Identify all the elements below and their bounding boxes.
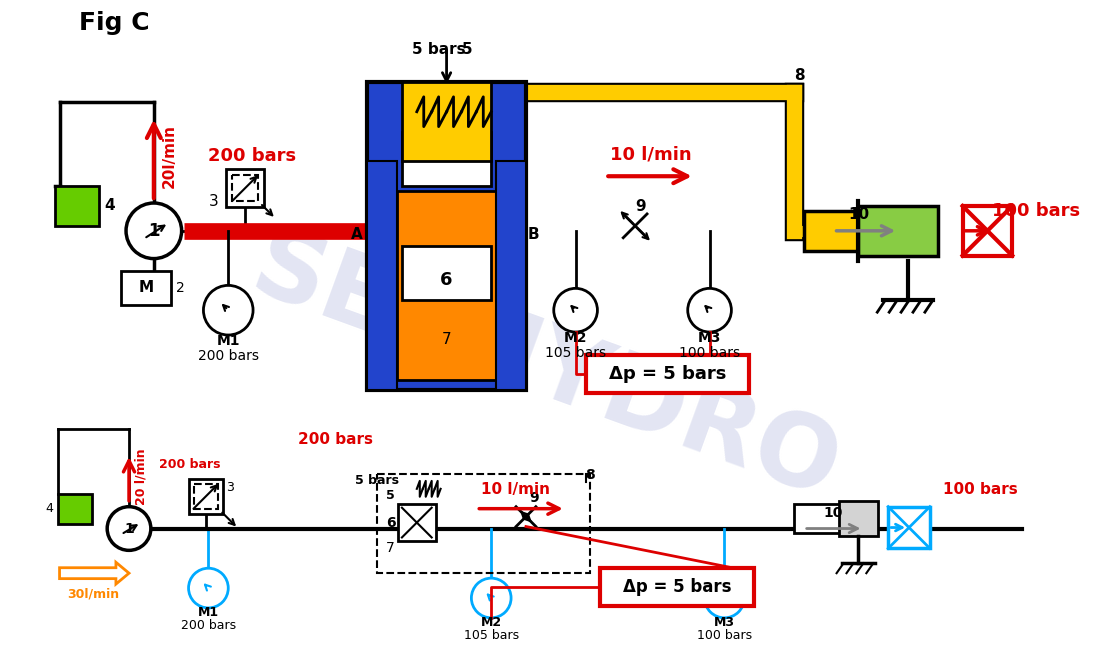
- Text: 5 bars: 5 bars: [411, 42, 465, 57]
- Text: Fig C: Fig C: [79, 11, 150, 36]
- Text: 1: 1: [124, 521, 134, 536]
- Text: 20 l/min: 20 l/min: [135, 449, 149, 505]
- Circle shape: [107, 507, 151, 550]
- Text: 200 bars: 200 bars: [298, 432, 373, 447]
- Circle shape: [705, 578, 745, 618]
- Text: Δp = 5 bars: Δp = 5 bars: [623, 578, 732, 596]
- Text: M: M: [139, 280, 153, 296]
- Circle shape: [472, 578, 512, 618]
- Bar: [367, 82, 526, 390]
- Bar: [794, 504, 854, 534]
- Text: M3: M3: [697, 331, 722, 345]
- Bar: [402, 246, 492, 300]
- Text: M2: M2: [564, 331, 587, 345]
- Bar: [398, 504, 436, 542]
- Bar: [397, 191, 496, 380]
- Bar: [55, 186, 99, 226]
- Text: M3: M3: [714, 616, 735, 629]
- Text: 2: 2: [176, 281, 185, 295]
- Text: 10: 10: [848, 207, 870, 222]
- Bar: [367, 161, 397, 390]
- Circle shape: [188, 569, 228, 608]
- Text: 100 bars: 100 bars: [992, 202, 1080, 220]
- Text: 4: 4: [45, 502, 54, 515]
- Text: 105 bars: 105 bars: [464, 629, 519, 642]
- Bar: [402, 132, 492, 186]
- Text: 200 bars: 200 bars: [158, 458, 220, 470]
- Text: 10 l/min: 10 l/min: [610, 145, 692, 163]
- Text: 200 bars: 200 bars: [198, 349, 258, 363]
- Bar: [188, 479, 223, 513]
- Text: 5: 5: [386, 489, 395, 502]
- Bar: [838, 501, 878, 536]
- Text: B: B: [528, 226, 540, 242]
- Text: 8: 8: [585, 468, 595, 482]
- Circle shape: [688, 288, 732, 332]
- Bar: [194, 484, 218, 509]
- Bar: [377, 474, 591, 573]
- Text: SEBHYDRO: SEBHYDRO: [240, 218, 852, 521]
- Bar: [232, 175, 258, 201]
- Text: 200 bars: 200 bars: [180, 619, 236, 632]
- Bar: [858, 206, 938, 255]
- Text: 6: 6: [386, 515, 396, 530]
- Bar: [585, 355, 749, 392]
- Text: 105 bars: 105 bars: [544, 346, 606, 360]
- Text: 20l/min: 20l/min: [162, 124, 177, 188]
- Text: 3: 3: [208, 194, 218, 208]
- Text: A: A: [351, 226, 362, 242]
- Text: M1: M1: [198, 606, 219, 619]
- Text: 4: 4: [104, 198, 114, 214]
- Bar: [804, 211, 873, 251]
- Text: 100 bars: 100 bars: [943, 482, 1018, 497]
- Text: 5 bars: 5 bars: [355, 474, 399, 487]
- Bar: [888, 507, 930, 548]
- Text: M2: M2: [481, 616, 502, 629]
- Bar: [601, 569, 755, 606]
- Bar: [227, 169, 264, 207]
- Text: M1: M1: [217, 334, 240, 348]
- Polygon shape: [59, 562, 129, 584]
- Text: Δp = 5 bars: Δp = 5 bars: [608, 365, 726, 383]
- Text: 1: 1: [148, 222, 159, 240]
- Text: 100 bars: 100 bars: [679, 346, 740, 360]
- Text: 30l/min: 30l/min: [67, 588, 120, 601]
- Bar: [121, 271, 170, 305]
- Text: 100 bars: 100 bars: [697, 629, 752, 642]
- Text: 7: 7: [442, 333, 451, 347]
- Text: 7: 7: [386, 542, 395, 556]
- Text: 10: 10: [824, 505, 843, 519]
- Text: 9: 9: [529, 491, 539, 505]
- Circle shape: [126, 203, 182, 259]
- Bar: [57, 494, 92, 523]
- Text: 9: 9: [635, 199, 646, 214]
- Text: 200 bars: 200 bars: [208, 147, 297, 165]
- Text: 3: 3: [227, 481, 234, 495]
- Bar: [402, 82, 492, 161]
- Bar: [496, 161, 526, 390]
- Bar: [962, 206, 1012, 255]
- Text: 6: 6: [440, 271, 453, 290]
- Text: 8: 8: [794, 68, 804, 83]
- Circle shape: [553, 288, 597, 332]
- Circle shape: [204, 286, 253, 335]
- Text: 10 l/min: 10 l/min: [482, 482, 550, 497]
- Text: 5: 5: [462, 42, 472, 57]
